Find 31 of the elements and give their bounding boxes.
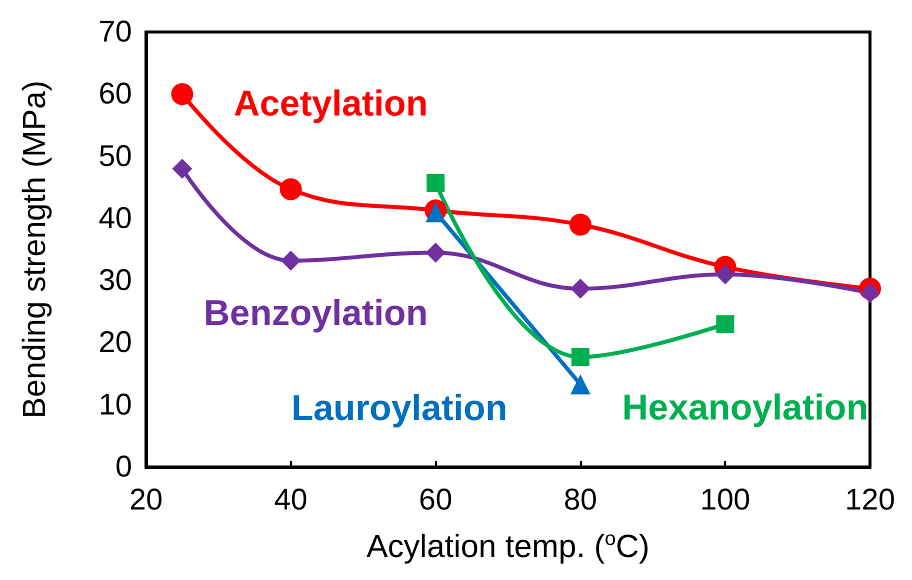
point (280, 250, 301, 271)
series-label: Acetylation (234, 82, 428, 124)
point (715, 264, 736, 284)
series-label: Lauroylation (291, 386, 508, 428)
y-tick-label: 60 (98, 78, 132, 111)
y-tick-label: 40 (98, 202, 132, 235)
y-tick-label: 20 (98, 326, 132, 360)
point (716, 315, 734, 334)
x-tick-label: 100 (700, 484, 750, 516)
point (172, 158, 192, 179)
point (571, 348, 590, 366)
y-tick-label: 30 (98, 264, 132, 298)
x-tick-label: 20 (129, 484, 163, 516)
point (426, 242, 446, 263)
series-label: Benzoylation (204, 292, 428, 334)
x-tick-label: 40 (274, 484, 308, 516)
x-tick-label: 120 (844, 484, 896, 516)
point (280, 178, 302, 200)
y-tick-label: 10 (98, 388, 132, 422)
series-label: Hexanoylation (622, 386, 868, 428)
point (570, 278, 590, 299)
y-tick-label: 50 (98, 140, 132, 173)
x-tick-label: 60 (418, 484, 452, 516)
point (569, 214, 592, 236)
point (860, 283, 880, 303)
y-tick-label: 70 (98, 16, 132, 48)
y-tick-label: 0 (115, 450, 132, 484)
y-axis-title: Bending strength (MPa) (16, 80, 52, 418)
point (171, 83, 194, 106)
x-tick-label: 80 (564, 484, 598, 516)
point (426, 174, 445, 192)
